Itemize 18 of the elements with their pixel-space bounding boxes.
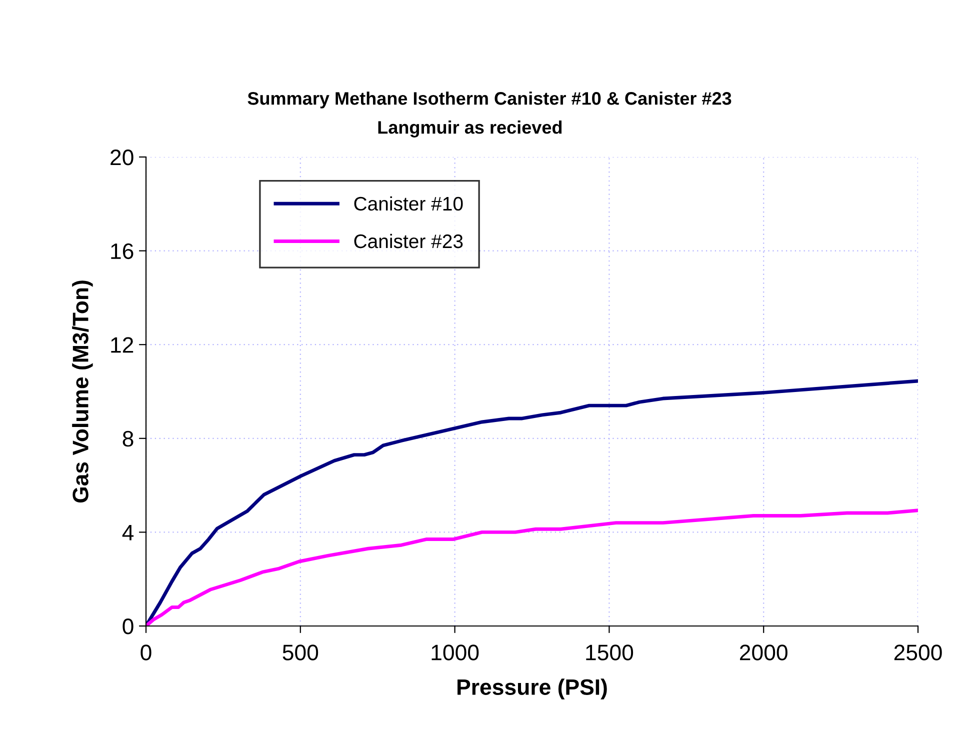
x-tick-label: 1000 <box>432 644 479 660</box>
x-tick-label: 0 <box>140 644 152 660</box>
y-tick-label: 8 <box>122 430 134 447</box>
y-tick-label: 16 <box>111 243 134 260</box>
x-tick-label: 1500 <box>586 644 634 660</box>
x-tick-label: 2500 <box>894 644 942 660</box>
y-tick-label: 0 <box>122 618 134 634</box>
x-axis-title: Pressure (PSI) <box>458 678 607 700</box>
y-axis-title: Gas Volume (M3/Ton) <box>72 280 93 503</box>
x-tick-label: 2000 <box>740 644 788 660</box>
y-tick-label: 4 <box>122 524 134 540</box>
chart-subtitle: Langmuir as recieved <box>378 120 562 138</box>
y-tick-label: 20 <box>110 150 134 166</box>
chart-title: Summary Methane Isotherm Canister #10 & Canister #23 <box>248 92 732 108</box>
x-tick-label: 500 <box>282 644 318 660</box>
legend-label: Canister #10 <box>354 196 463 211</box>
y-tick-label: 12 <box>111 337 134 353</box>
legend-label: Canister #23 <box>354 234 463 248</box>
